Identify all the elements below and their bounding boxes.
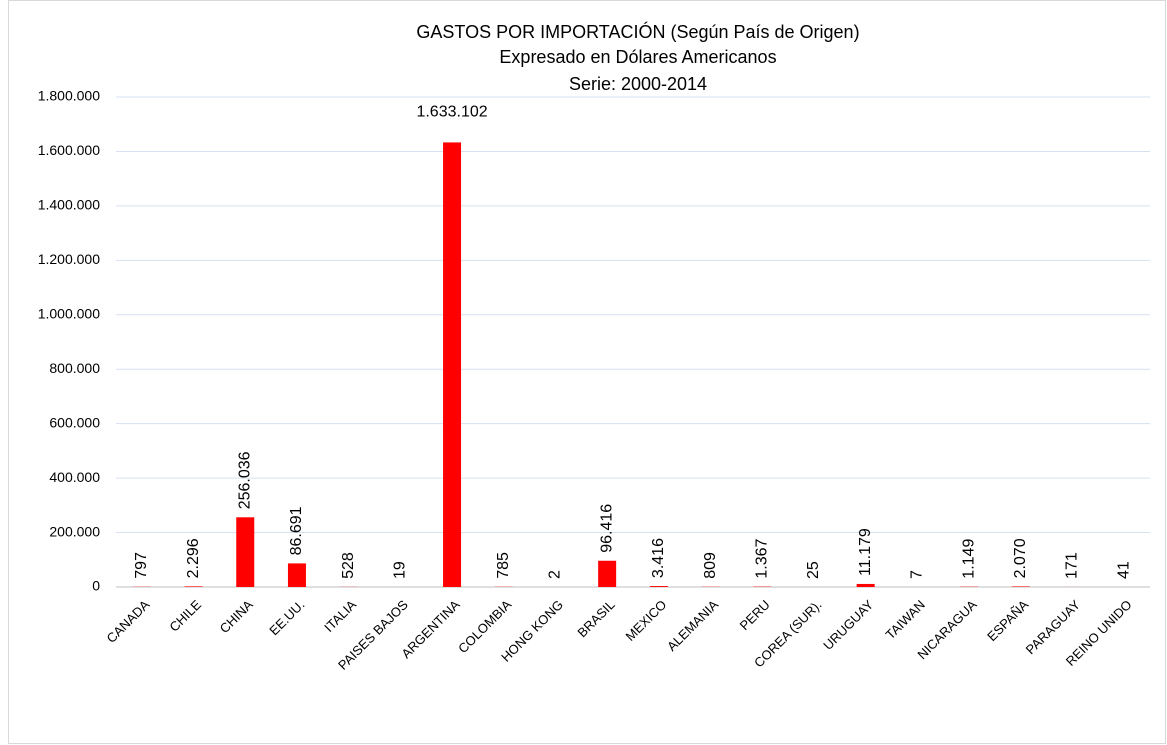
y-tick-label: 200.000 [49,523,100,539]
bar [1011,586,1030,587]
chart-title: Serie: 2000-2014 [569,74,707,94]
data-label: 1.149 [960,539,977,579]
y-tick-label: 600.000 [49,414,100,430]
data-label: 7 [909,570,926,579]
data-label: 3.416 [650,538,667,578]
bar [598,560,617,587]
data-label: 2.296 [185,538,202,578]
data-label: 2 [547,570,564,579]
data-label: 41 [1115,561,1132,579]
y-tick-label: 1.800.000 [38,88,100,104]
y-tick-label: 1.000.000 [38,305,100,321]
data-label: 1.367 [753,538,770,578]
data-label: 86.691 [288,506,305,555]
bar [856,583,875,587]
data-label: 171 [1064,552,1081,579]
y-tick-label: 1.600.000 [38,142,100,158]
bar [443,142,462,587]
y-tick-label: 400.000 [49,469,100,485]
y-tick-label: 0 [92,578,100,594]
data-label: 809 [702,552,719,579]
bar [287,563,306,587]
y-tick-label: 800.000 [49,360,100,376]
data-label: 785 [495,552,512,579]
data-label: 11.179 [857,528,874,576]
data-label: 797 [133,552,150,579]
data-label: 256.036 [236,451,253,509]
bar [236,517,255,587]
bar [649,586,668,587]
data-label: 19 [392,561,409,579]
data-label: 2.070 [1012,538,1029,578]
chart-title: Expresado en Dólares Americanos [499,47,776,67]
y-tick-label: 1.400.000 [38,197,100,213]
y-tick-label: 1.200.000 [38,251,100,267]
chart-title: GASTOS POR IMPORTACIÓN (Según País de Or… [416,21,859,42]
data-label: 528 [340,552,357,579]
data-label: 1.633.102 [416,104,487,121]
data-label: 25 [805,561,822,579]
data-label: 96.416 [598,504,615,553]
bar [184,586,203,587]
chart-frame [8,0,1166,744]
